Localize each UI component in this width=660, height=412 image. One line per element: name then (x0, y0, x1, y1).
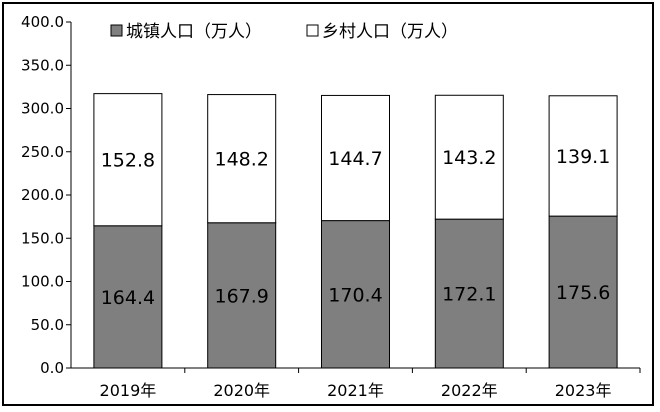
y-tick-label: 250.0 (21, 143, 64, 161)
y-tick-label: 0.0 (40, 359, 64, 377)
y-tick-label: 400.0 (21, 13, 64, 31)
x-category-label: 2022年 (441, 381, 498, 400)
data-label-urban: 164.4 (101, 287, 155, 309)
data-label-urban: 167.9 (214, 285, 268, 307)
legend-label-rural: 乡村人口（万人） (322, 22, 458, 42)
bar-segment-urban (321, 220, 390, 369)
bar-segment-urban (93, 225, 163, 369)
bar-segment-rural (207, 94, 277, 224)
data-label-rural: 144.7 (328, 148, 382, 170)
axes: 0.0 50.0 100.0 150.0 200.0 250.0 300.0 350.0 400… (21, 13, 641, 400)
bar-segment-rural (321, 94, 390, 222)
y-tick-label: 100.0 (21, 273, 64, 291)
bar-segment-rural (93, 93, 163, 227)
y-tick-label: 350.0 (21, 56, 64, 74)
y-tick-label: 150.0 (21, 229, 64, 247)
legend-swatch-rural (306, 24, 319, 37)
y-tick-label: 200.0 (21, 186, 64, 204)
data-label-urban: 172.1 (442, 284, 496, 306)
y-tick-label: 300.0 (21, 100, 64, 118)
y-tick-label: 50.0 (31, 316, 64, 334)
bar-segment-rural (548, 95, 618, 217)
data-label-rural: 148.2 (214, 149, 268, 171)
data-label-rural: 143.2 (442, 147, 496, 169)
legend: 城镇人口（万人） 乡村人口（万人） (110, 22, 458, 42)
bar-segment-rural (434, 94, 504, 220)
x-category-label: 2020年 (213, 381, 270, 400)
bar-segment-urban (434, 218, 504, 369)
x-category-label: 2023年 (555, 381, 612, 400)
bar-segment-urban (548, 215, 618, 369)
data-label-urban: 170.4 (328, 284, 382, 306)
legend-label-urban: 城镇人口（万人） (126, 22, 262, 42)
data-label-rural: 152.8 (101, 150, 155, 172)
data-label-urban: 175.6 (556, 282, 610, 304)
labels: 164.4 152.8 167.9 148.2 170.4 144.7 172.1 143.2… (101, 146, 611, 309)
bars (93, 93, 618, 369)
x-category-label: 2019年 (100, 381, 157, 400)
data-label-rural: 139.1 (556, 146, 610, 168)
x-category-label: 2021年 (327, 381, 384, 400)
legend-swatch-urban (110, 24, 123, 37)
